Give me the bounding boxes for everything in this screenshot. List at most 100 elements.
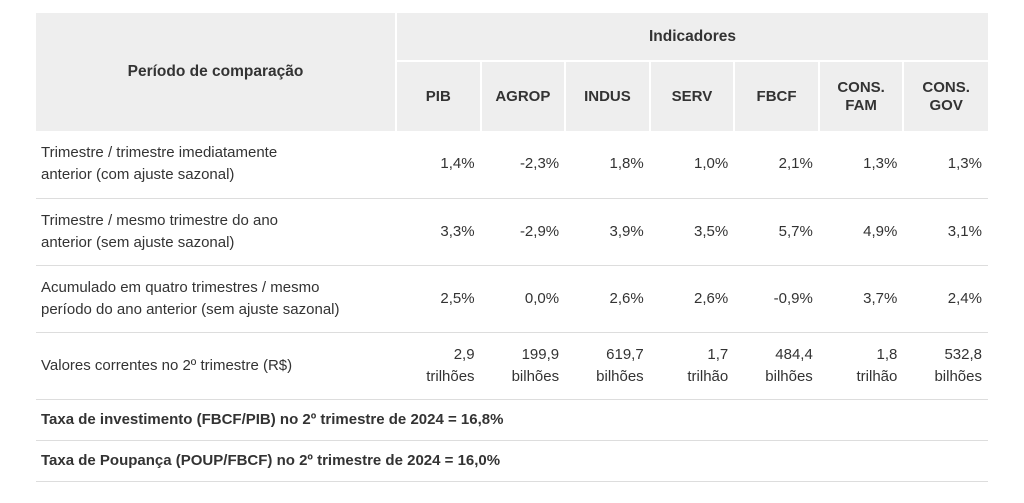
value-cell-line: 484,4 xyxy=(775,345,813,363)
value-cell: 3,1% xyxy=(903,198,988,266)
indicator-header-row: PIB AGROP INDUS SERV FBCF CONS. FAM CONS. GOV xyxy=(36,61,988,131)
value-cell: 2,1% xyxy=(734,131,819,199)
value-cell-line: trilhões xyxy=(426,367,475,385)
value-cell: -2,9% xyxy=(480,198,566,266)
value-cell-line: -2,9% xyxy=(519,222,560,240)
value-cell-line: 1,3% xyxy=(863,155,898,173)
value-cell: 619,7 bilhões xyxy=(565,332,650,400)
value-cell-line: 2,6% xyxy=(609,289,644,307)
note-text: Taxa de Poupança (POUP/FBCF) no 2º trime… xyxy=(36,440,988,482)
value-cell: 2,4% xyxy=(903,265,988,333)
value-cell-line: -0,9% xyxy=(773,289,813,307)
indicator-header: CONS. FAM xyxy=(818,61,905,131)
value-cell: 1,3% xyxy=(903,131,988,199)
indicator-header: CONS. GOV xyxy=(903,61,988,131)
gdp-indicators-table: Período de comparação Indicadores PIB AGR… xyxy=(36,13,988,482)
table-row: Acumulado em quatro trimestres / mesmo pe… xyxy=(36,265,988,333)
row-label-line: anterior (sem ajuste sazonal) xyxy=(41,233,235,251)
row-label-line: período do ano anterior (sem ajuste sazo… xyxy=(41,300,340,318)
value-cell-line: 3,9% xyxy=(609,222,644,240)
value-cell-line: 1,0% xyxy=(694,155,729,173)
value-cell-line: 619,7 xyxy=(606,345,644,363)
note-row: Taxa de investimento (FBCF/PIB) no 2º tr… xyxy=(36,399,988,441)
value-cell-line: bilhões xyxy=(511,367,560,385)
gdp-indicators-table-container: Período de comparação Indicadores PIB AGR… xyxy=(36,13,988,482)
row-label: Trimestre / trimestre imediatamente anter… xyxy=(36,131,396,199)
value-cell: 3,5% xyxy=(649,198,735,266)
indicator-header: FBCF xyxy=(734,61,820,131)
value-cell: 1,8% xyxy=(565,131,650,199)
value-cell: 532,8 bilhões xyxy=(903,332,988,400)
table-row: Trimestre / trimestre imediatamente anter… xyxy=(36,131,988,199)
indicator-header-line: GOV xyxy=(929,96,963,114)
period-column-header: Período de comparação xyxy=(36,13,397,131)
value-cell-line: bilhões xyxy=(765,367,813,385)
value-cell-line: 199,9 xyxy=(521,345,560,363)
value-cell-line: 2,1% xyxy=(778,155,813,173)
value-cell-line: 1,3% xyxy=(947,155,982,173)
value-cell: 3,3% xyxy=(396,198,481,266)
value-cell-line: 1,8% xyxy=(609,155,644,173)
value-cell-line: 2,5% xyxy=(440,289,475,307)
value-cell: 5,7% xyxy=(734,198,819,266)
row-label: Trimestre / mesmo trimestre do ano anteri… xyxy=(36,198,396,266)
value-cell-line: 1,7 xyxy=(707,345,729,363)
indicator-header: AGROP xyxy=(480,61,567,131)
value-cell: -0,9% xyxy=(734,265,819,333)
value-cell: 199,9 bilhões xyxy=(480,332,566,400)
value-cell-line: 5,7% xyxy=(778,222,813,240)
value-cell-line: bilhões xyxy=(596,367,644,385)
value-cell-line: trilhão xyxy=(687,367,729,385)
value-cell: 2,9 trilhões xyxy=(396,332,481,400)
value-cell: 2,6% xyxy=(649,265,735,333)
note-text: Taxa de investimento (FBCF/PIB) no 2º tr… xyxy=(36,399,988,441)
value-cell-line: 532,8 xyxy=(944,345,982,363)
value-cell: 1,8 trilhão xyxy=(818,332,904,400)
note-row: Taxa de Poupança (POUP/FBCF) no 2º trime… xyxy=(36,440,988,482)
row-label-line: anterior (com ajuste sazonal) xyxy=(41,166,235,184)
value-cell: 484,4 bilhões xyxy=(734,332,819,400)
value-cell-line: trilhão xyxy=(856,367,898,385)
value-cell-line: 3,5% xyxy=(694,222,729,240)
value-cell-line: 2,4% xyxy=(947,289,982,307)
table-body: Trimestre / trimestre imediatamente anter… xyxy=(36,131,988,482)
value-cell: 2,5% xyxy=(396,265,481,333)
row-label-line: Valores correntes no 2º trimestre (R$) xyxy=(41,356,293,374)
value-cell-line: 0,0% xyxy=(524,289,560,307)
indicator-header-line: AGROP xyxy=(495,87,551,105)
indicator-header: INDUS xyxy=(565,61,651,131)
indicators-group-header: Indicadores xyxy=(396,13,988,62)
row-label-line: Trimestre / trimestre imediatamente xyxy=(41,144,278,162)
value-cell: 1,0% xyxy=(649,131,735,199)
value-cell: 0,0% xyxy=(480,265,566,333)
value-cell: 3,9% xyxy=(565,198,650,266)
value-cell: 4,9% xyxy=(818,198,904,266)
value-cell: 3,7% xyxy=(818,265,904,333)
value-cell: 1,7 trilhão xyxy=(649,332,735,400)
value-cell-line: 1,4% xyxy=(440,155,475,173)
table-row: Trimestre / mesmo trimestre do ano anteri… xyxy=(36,198,988,266)
table-row: Valores correntes no 2º trimestre (R$) 2,… xyxy=(36,332,988,400)
row-label: Acumulado em quatro trimestres / mesmo pe… xyxy=(36,265,396,333)
indicator-header-line: PIB xyxy=(425,87,451,105)
value-cell: -2,3% xyxy=(480,131,566,199)
indicator-header-line: CONS. xyxy=(837,78,885,96)
indicator-header: PIB xyxy=(396,61,482,131)
indicator-header-line: INDUS xyxy=(584,87,631,105)
value-cell: 1,4% xyxy=(396,131,481,199)
indicator-header-line: CONS. xyxy=(922,78,970,96)
value-cell-line: 4,9% xyxy=(863,222,898,240)
value-cell-line: bilhões xyxy=(934,367,982,385)
indicator-header-line: FAM xyxy=(845,96,877,114)
value-cell-line: 3,1% xyxy=(947,222,982,240)
indicator-header-line: FBCF xyxy=(756,87,797,105)
value-cell-line: 1,8 xyxy=(876,345,898,363)
value-cell-line: -2,3% xyxy=(519,155,560,173)
row-label-line: Trimestre / mesmo trimestre do ano xyxy=(41,211,279,229)
indicator-header-line: SERV xyxy=(671,87,713,105)
value-cell-line: 2,6% xyxy=(694,289,729,307)
header-group-row: Período de comparação Indicadores xyxy=(36,13,988,131)
row-label: Valores correntes no 2º trimestre (R$) xyxy=(36,332,396,400)
indicator-header: SERV xyxy=(649,61,736,131)
value-cell-line: 3,3% xyxy=(440,222,475,240)
